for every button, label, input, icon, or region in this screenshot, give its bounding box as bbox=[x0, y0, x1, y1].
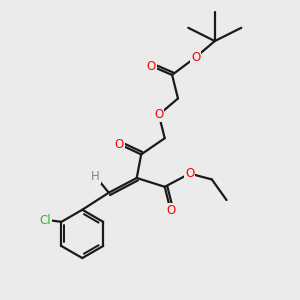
Text: O: O bbox=[166, 204, 175, 217]
Text: O: O bbox=[191, 51, 200, 64]
Text: O: O bbox=[185, 167, 194, 180]
Text: O: O bbox=[115, 138, 124, 151]
Text: O: O bbox=[154, 108, 164, 121]
Text: H: H bbox=[91, 170, 100, 183]
Text: O: O bbox=[147, 60, 156, 73]
Text: Cl: Cl bbox=[39, 214, 51, 227]
